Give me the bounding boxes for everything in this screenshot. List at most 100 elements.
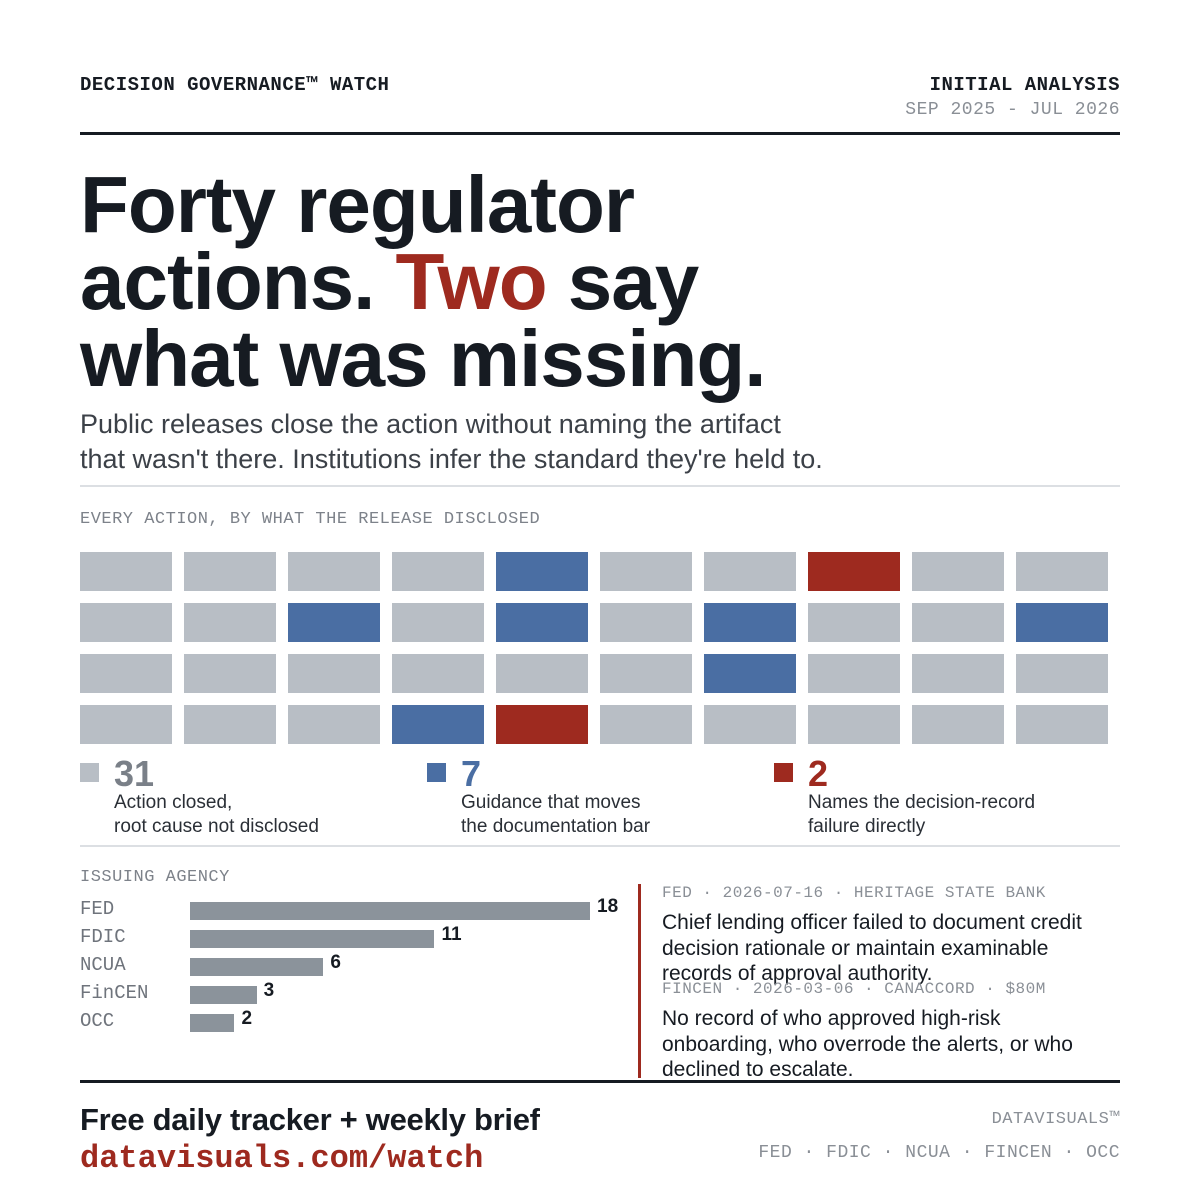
quote-meta: FINCEN · 2026-03-06 · CANACCORD · $80M xyxy=(662,980,1046,998)
waffle-cell-undisclosed xyxy=(1016,654,1108,693)
quote-card: FINCEN · 2026-03-06 · CANACCORD · $80M N… xyxy=(638,980,1108,1081)
waffle-cell-undisclosed xyxy=(704,705,796,744)
headline-line-2-pre: actions. xyxy=(80,237,396,326)
footer-divider xyxy=(80,1080,1120,1083)
agency-name: FED xyxy=(80,898,115,920)
waffle-cell-undisclosed xyxy=(808,603,900,642)
headline-line-2: actions. Two say xyxy=(80,242,980,322)
waffle-cell-named xyxy=(808,552,900,591)
legend-line-2: root cause not disclosed xyxy=(114,816,319,837)
agency-value: 2 xyxy=(241,1008,253,1029)
waffle-cell-undisclosed xyxy=(392,552,484,591)
section-divider xyxy=(80,845,1120,847)
waffle-cell-undisclosed xyxy=(1016,552,1108,591)
footer-agency-list: FED · FDIC · NCUA · FINCEN · OCC xyxy=(758,1143,1120,1163)
waffle-cell-undisclosed xyxy=(80,705,172,744)
legend-swatch xyxy=(427,763,446,782)
legend-count: 31 xyxy=(114,753,155,794)
watch-link[interactable]: datavisuals.com/watch xyxy=(80,1140,484,1177)
waffle-cell-undisclosed xyxy=(600,654,692,693)
agency-name: OCC xyxy=(80,1010,115,1032)
waffle-cell-undisclosed xyxy=(80,603,172,642)
agency-value: 6 xyxy=(330,952,341,973)
legend-line-2: the documentation bar xyxy=(461,816,651,837)
quote-accent-bar xyxy=(638,980,641,1078)
waffle-cell-undisclosed xyxy=(704,552,796,591)
subheadline: Public releases close the action without… xyxy=(80,407,980,477)
waffle-cell-guidance xyxy=(496,603,588,642)
waffle-cell-undisclosed xyxy=(1016,705,1108,744)
legend-description: Names the decision-record failure direct… xyxy=(808,791,1108,839)
waffle-title: EVERY ACTION, BY WHAT THE RELEASE DISCLO… xyxy=(80,510,541,529)
waffle-cell-undisclosed xyxy=(808,705,900,744)
waffle-cell-undisclosed xyxy=(912,552,1004,591)
header-divider xyxy=(80,132,1120,135)
legend-description: Action closed, root cause not disclosed xyxy=(114,791,414,839)
waffle-cell-undisclosed xyxy=(184,603,276,642)
waffle-cell-guidance xyxy=(496,552,588,591)
agency-bar xyxy=(190,930,435,948)
headline: Forty regulator actions. Two say what wa… xyxy=(80,160,980,403)
legend-line-1: Action closed, xyxy=(114,792,233,813)
agency-chart-title: ISSUING AGENCY xyxy=(80,868,230,887)
agency-bar-row: NCUA 6 xyxy=(80,952,640,978)
waffle-cell-named xyxy=(496,705,588,744)
legend-line-1: Guidance that moves xyxy=(461,792,641,813)
cta-text: Free daily tracker + weekly brief xyxy=(80,1102,540,1137)
waffle-cell-undisclosed xyxy=(600,552,692,591)
agency-bar xyxy=(190,1014,235,1032)
quote-card: FED · 2026-07-16 · HERITAGE STATE BANK C… xyxy=(638,884,1108,985)
agency-bar-row: FDIC 11 xyxy=(80,924,640,950)
agency-bar xyxy=(190,958,324,976)
waffle-cell-undisclosed xyxy=(288,705,380,744)
headline-line-3: what was missing. xyxy=(80,314,766,403)
subheadline-line-2: that wasn't there. Institutions infer th… xyxy=(80,444,823,474)
agency-bar xyxy=(190,986,257,1004)
waffle-cell-undisclosed xyxy=(288,654,380,693)
quote-meta: FED · 2026-07-16 · HERITAGE STATE BANK xyxy=(662,884,1046,902)
waffle-cell-guidance xyxy=(704,603,796,642)
agency-value: 11 xyxy=(441,924,462,945)
legend-line-1: Names the decision-record xyxy=(808,792,1036,813)
waffle-cell-undisclosed xyxy=(184,552,276,591)
legend-swatch xyxy=(80,763,99,782)
legend-count: 2 xyxy=(808,753,829,794)
waffle-cell-undisclosed xyxy=(496,654,588,693)
agency-value: 3 xyxy=(263,980,275,1001)
agency-value: 18 xyxy=(597,896,619,917)
waffle-cell-undisclosed xyxy=(600,603,692,642)
agency-bar xyxy=(190,902,590,920)
quote-text: No record of who approved high-risk onbo… xyxy=(662,1007,1073,1081)
edition-label: INITIAL ANALYSIS xyxy=(929,74,1120,96)
waffle-cell-undisclosed xyxy=(912,654,1004,693)
waffle-cell-undisclosed xyxy=(392,603,484,642)
agency-bar-row: FinCEN 3 xyxy=(80,980,640,1006)
waffle-cell-undisclosed xyxy=(184,654,276,693)
subheadline-line-1: Public releases close the action without… xyxy=(80,409,781,439)
date-range: SEP 2025 - JUL 2026 xyxy=(905,100,1120,120)
waffle-cell-guidance xyxy=(704,654,796,693)
waffle-cell-undisclosed xyxy=(80,552,172,591)
waffle-cell-undisclosed xyxy=(912,705,1004,744)
agency-bar-row: OCC 2 xyxy=(80,1008,640,1034)
legend-description: Guidance that moves the documentation ba… xyxy=(461,791,761,839)
quote-accent-bar xyxy=(638,884,641,982)
legend-count: 7 xyxy=(461,753,482,794)
action-waffle-chart xyxy=(80,552,1120,744)
headline-line-1: Forty regulator xyxy=(80,160,635,249)
waffle-cell-undisclosed xyxy=(288,552,380,591)
waffle-cell-undisclosed xyxy=(808,654,900,693)
waffle-cell-undisclosed xyxy=(80,654,172,693)
waffle-cell-guidance xyxy=(392,705,484,744)
waffle-cell-guidance xyxy=(1016,603,1108,642)
waffle-cell-undisclosed xyxy=(912,603,1004,642)
waffle-cell-guidance xyxy=(288,603,380,642)
headline-line-2-post: say xyxy=(546,237,699,326)
brand-title: DECISION GOVERNANCE™ WATCH xyxy=(80,74,390,96)
agency-name: FinCEN xyxy=(80,982,149,1004)
legend-swatch xyxy=(774,763,793,782)
agency-name: FDIC xyxy=(80,926,126,948)
section-divider xyxy=(80,485,1120,487)
agency-name: NCUA xyxy=(80,954,126,976)
waffle-cell-undisclosed xyxy=(392,654,484,693)
